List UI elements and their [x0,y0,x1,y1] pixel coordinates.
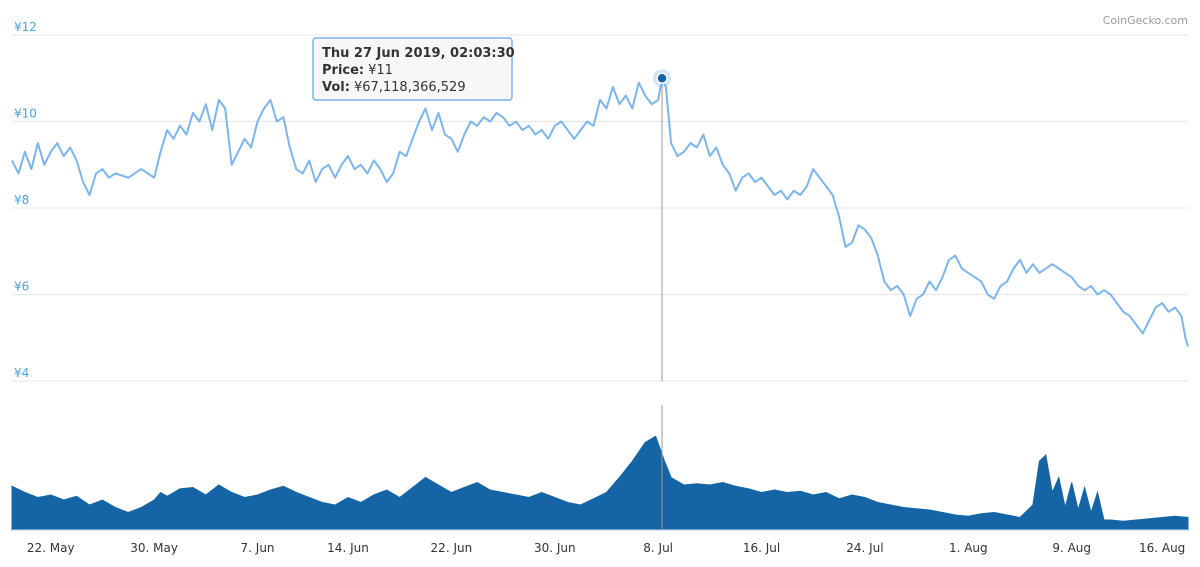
y-tick-label: ¥10 [14,107,37,121]
x-tick-label: 22. Jun [431,541,473,555]
x-tick-label: 24. Jul [846,541,883,555]
x-tick-label: 30. May [130,541,178,555]
x-tick-label: 7. Jun [241,541,275,555]
y-axis-ticks: ¥12 ¥10 ¥8 ¥6 ¥4 [14,20,37,380]
x-tick-label: 30. Jun [534,541,576,555]
x-tick-label: 16. Aug [1139,541,1185,555]
price-tooltip: Thu 27 Jun 2019, 02:03:30 Price: ¥11 Vol:… [312,37,515,101]
x-tick-label: 8. Jul [643,541,673,555]
tooltip-price-label: Price: [322,63,364,78]
x-tick-label: 14. Jun [327,541,369,555]
tooltip-price: Price: ¥11 [322,63,393,78]
tooltip-price-value: ¥11 [368,63,393,78]
tooltip-date: Thu 27 Jun 2019, 02:03:30 [322,46,515,61]
price-line[interactable] [11,77,1189,347]
x-tick-label: 22. May [27,541,75,555]
x-tick-label: 16. Jul [743,541,780,555]
volume-area [11,435,1189,531]
x-axis-ticks: 22. May 30. May 7. Jun 14. Jun 22. Jun 30. Ju… [27,541,1185,555]
y-tick-label: ¥4 [14,366,29,380]
y-tick-label: ¥8 [14,193,29,207]
grid-lines [12,34,1188,382]
tooltip-volume: Vol: ¥67,118,366,529 [322,80,466,95]
hover-point[interactable] [656,72,668,84]
tooltip-vol-label: Vol: [322,80,350,95]
y-tick-label: ¥6 [14,280,29,294]
tooltip-vol-value: ¥67,118,366,529 [354,80,466,95]
tooltip-box [312,37,513,101]
x-tick-label: 1. Aug [949,541,988,555]
x-tick-label: 9. Aug [1052,541,1091,555]
y-tick-label: ¥12 [14,20,37,34]
credit-link[interactable]: CoinGecko.com [1103,14,1188,27]
